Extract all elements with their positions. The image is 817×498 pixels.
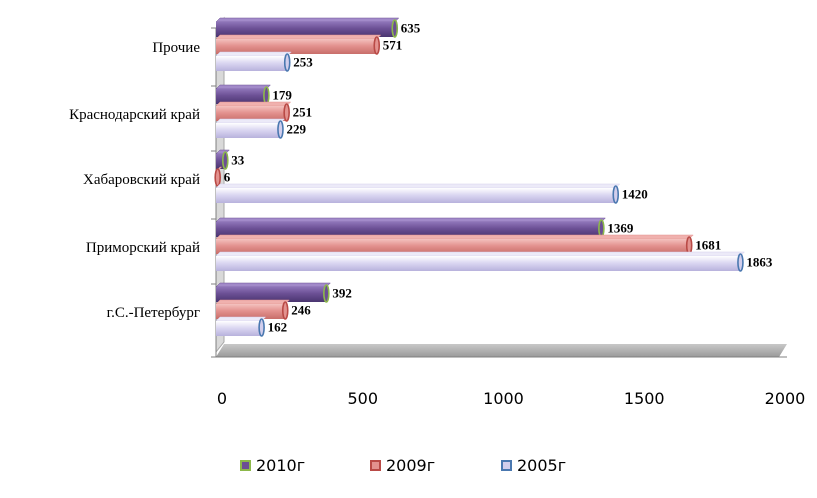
category-label: Хабаровский край (83, 172, 200, 188)
bar (216, 239, 690, 254)
legend-label: 2005г (517, 456, 567, 475)
data-label: 392 (332, 286, 352, 301)
bar (216, 287, 327, 302)
bars (214, 17, 746, 337)
data-label: 33 (231, 153, 245, 168)
bar (216, 123, 281, 138)
bar-top-face (215, 282, 331, 288)
legend-label: 2010г (256, 456, 306, 475)
bar-end-cap (258, 318, 265, 337)
category-labels: г.С.-Петербург Приморский край Хабаровский… (69, 40, 200, 321)
bar-end-cap (737, 253, 744, 272)
data-label: 635 (401, 21, 421, 36)
x-tick-label: 2000 (765, 389, 806, 408)
bar (216, 22, 395, 37)
bar-top-face (215, 51, 292, 57)
x-tick-label: 1000 (483, 389, 524, 408)
bar-end-cap (391, 19, 399, 38)
bar (216, 56, 288, 71)
bar-end-cap (598, 219, 605, 238)
legend-swatch (501, 460, 512, 471)
x-tick-label: 500 (347, 389, 378, 408)
x-tick-labels: 0 500 1000 1500 2000 (217, 389, 805, 408)
bar (216, 188, 616, 203)
bar-top-face (215, 84, 271, 90)
bar-end-cap (612, 185, 620, 204)
bar-end-cap (283, 53, 291, 72)
data-label: 229 (286, 122, 306, 137)
bar-top-face (215, 101, 292, 107)
bar-top-face (215, 299, 290, 305)
bar (216, 106, 287, 121)
category-label: Краснодарский край (69, 107, 200, 123)
bar-end-cap (685, 236, 693, 255)
data-label: 1369 (607, 221, 634, 236)
bar-end-cap (283, 103, 290, 122)
bar-top-face (215, 34, 382, 40)
bar-end-cap (323, 284, 330, 303)
category-label: Прочие (152, 40, 200, 56)
bar-top-face (215, 118, 286, 124)
bar (216, 222, 602, 237)
bar-end-cap (221, 151, 229, 170)
bar-end-cap (281, 301, 289, 320)
bar-top-face (215, 251, 746, 257)
data-label: 1863 (746, 255, 773, 270)
x-tick-label: 0 (217, 389, 227, 408)
data-label: 162 (268, 320, 288, 335)
bar (216, 256, 741, 271)
bar-top-face (215, 183, 621, 189)
category-label: Приморский край (86, 240, 200, 256)
legend-item: 2009г (370, 456, 435, 475)
bar-top-face (215, 17, 400, 23)
data-label: 251 (293, 105, 313, 120)
data-label: 1681 (695, 238, 721, 253)
bar-top-face (215, 217, 606, 223)
bar-end-cap (373, 36, 381, 55)
bar (216, 39, 377, 54)
bar-end-cap (263, 86, 270, 105)
data-label: 6 (224, 170, 231, 185)
x-tick-label: 1500 (624, 389, 665, 408)
bar-end-cap (214, 168, 221, 187)
data-label: 571 (383, 38, 403, 53)
bar (216, 321, 262, 336)
bar-top-face (215, 316, 267, 322)
bar (216, 154, 226, 169)
legend-swatch (240, 460, 251, 471)
bar (216, 304, 286, 319)
legend-swatch (370, 460, 381, 471)
legend-label: 2009г (386, 456, 436, 475)
legend-item: 2010г (240, 456, 305, 475)
legend-item: 2005г (501, 456, 566, 475)
bar (216, 89, 267, 104)
bar-top-face (215, 234, 694, 240)
data-label: 253 (293, 55, 313, 70)
floor (216, 344, 787, 357)
category-label: г.С.-Петербург (107, 305, 200, 321)
data-label: 246 (291, 303, 311, 318)
legend: 2010г 2009г 2005г (0, 456, 817, 486)
bar-end-cap (277, 120, 284, 139)
data-label: 179 (272, 88, 292, 103)
data-label: 1420 (622, 187, 648, 202)
